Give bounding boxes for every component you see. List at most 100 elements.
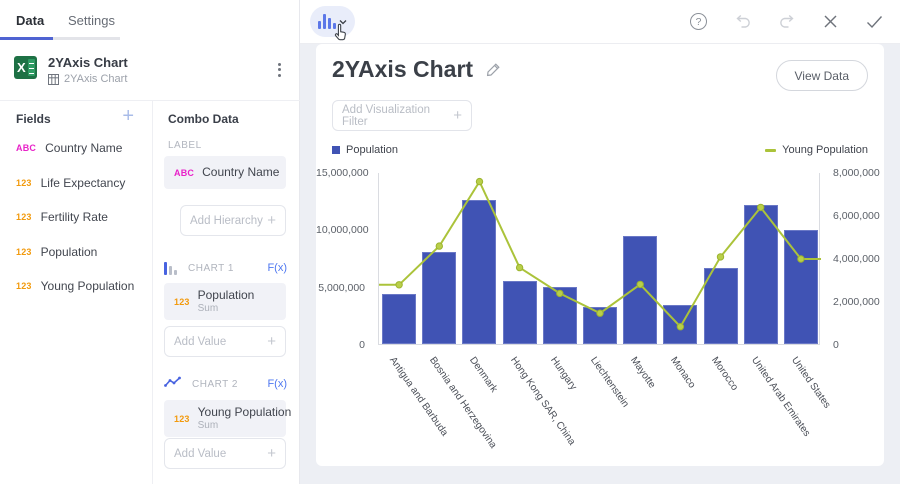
line-point[interactable] bbox=[435, 242, 443, 250]
category-label: Liechtenstein bbox=[587, 355, 631, 410]
tab-underline-track bbox=[0, 37, 120, 40]
line-point[interactable] bbox=[395, 281, 403, 289]
axis-tick-label: 8,000,000 bbox=[833, 167, 880, 179]
field-item[interactable]: 123 Young Population bbox=[16, 276, 134, 296]
chip-label: Young Population bbox=[197, 404, 292, 419]
edit-pencil-icon[interactable] bbox=[485, 61, 502, 78]
field-item[interactable]: ABC Country Name bbox=[16, 138, 122, 158]
category-label: Denmark bbox=[467, 355, 500, 395]
dataset-menu-kebab-icon[interactable] bbox=[272, 60, 286, 80]
bar-chart-type-icon bbox=[317, 14, 337, 29]
line-point[interactable] bbox=[757, 203, 765, 212]
right-y-axis: 0 2,000,000 4,000,000 6,000,000 8,000,000 bbox=[826, 167, 884, 351]
axis-tick-label: 6,000,000 bbox=[833, 210, 880, 222]
bar-united-arab-emirates[interactable] bbox=[743, 205, 778, 344]
chart1-fx-button[interactable]: F(x) bbox=[267, 262, 287, 274]
chart1-chip-population[interactable]: 123 Population Sum bbox=[164, 283, 286, 320]
add-hierarchy-box[interactable]: Add Hierarchy + bbox=[180, 205, 286, 236]
chip-aggregation: Sum bbox=[197, 302, 219, 314]
line-point[interactable] bbox=[556, 289, 564, 298]
bar-denmark[interactable] bbox=[462, 200, 497, 344]
chart1-title: CHART 1 bbox=[188, 262, 234, 274]
bar-chart-icon bbox=[164, 261, 177, 275]
abc-type-icon: ABC bbox=[16, 143, 37, 153]
dataset-table-row: 2YAxis Chart bbox=[48, 73, 127, 85]
bar-hong-kong-sar-china[interactable] bbox=[502, 280, 537, 344]
confirm-check-icon[interactable] bbox=[865, 12, 884, 31]
bar-antigua-and-barbuda[interactable] bbox=[382, 294, 417, 344]
divider bbox=[0, 100, 300, 101]
axis-tick-label: 0 bbox=[833, 339, 839, 351]
chart-title: 2YAxis Chart bbox=[332, 56, 474, 82]
line-point[interactable] bbox=[636, 280, 644, 289]
line-point[interactable] bbox=[475, 177, 484, 186]
main-area: ? 2YAxis Chart View Data bbox=[300, 0, 900, 484]
tab-data[interactable]: Data bbox=[16, 13, 45, 28]
bar-morocco[interactable] bbox=[703, 268, 738, 344]
redo-icon[interactable] bbox=[777, 12, 796, 31]
chart2-add-value-box[interactable]: Add Value + bbox=[164, 438, 286, 469]
chip-aggregation: Sum bbox=[197, 419, 219, 431]
chart2-title: CHART 2 bbox=[192, 378, 238, 390]
axis-tick-label: 0 bbox=[359, 339, 365, 351]
add-field-button[interactable]: + bbox=[122, 105, 134, 127]
axis-tick-label: 2,000,000 bbox=[833, 296, 880, 308]
bar-united-states[interactable] bbox=[783, 230, 818, 344]
category-label: Hungary bbox=[547, 355, 579, 393]
chart2-fx-button[interactable]: F(x) bbox=[267, 378, 287, 390]
line-point[interactable] bbox=[676, 323, 685, 331]
bar-mayotte[interactable] bbox=[623, 236, 658, 344]
plus-icon: + bbox=[267, 212, 276, 229]
field-item[interactable]: 123 Life Expectancy bbox=[16, 173, 125, 193]
chart-toolbar: ? bbox=[300, 0, 900, 44]
left-y-axis: 0 5,000,000 10,000,000 15,000,000 bbox=[316, 167, 372, 351]
legend-population[interactable]: Population bbox=[332, 144, 398, 156]
fields-header: Fields bbox=[16, 112, 51, 126]
excel-file-icon: X bbox=[14, 56, 37, 79]
category-label: United States bbox=[788, 355, 833, 411]
dataset-table-name: 2YAxis Chart bbox=[64, 73, 128, 85]
axis-tick-label: 10,000,000 bbox=[316, 224, 369, 237]
chart1-section-header: CHART 1 F(x) bbox=[164, 260, 287, 276]
line-point[interactable] bbox=[596, 309, 604, 317]
undo-icon[interactable] bbox=[733, 12, 752, 31]
field-item[interactable]: 123 Population bbox=[16, 242, 97, 262]
category-label: Morocco bbox=[708, 355, 740, 393]
bar-bosnia-and-herzegovina[interactable] bbox=[422, 252, 457, 344]
chip-label: Population bbox=[197, 287, 255, 302]
plot-area bbox=[378, 173, 821, 345]
line-series-path bbox=[379, 179, 821, 329]
category-label: Mayotte bbox=[628, 355, 658, 391]
plus-icon: + bbox=[453, 107, 462, 124]
line-point[interactable] bbox=[797, 255, 805, 263]
tab-settings[interactable]: Settings bbox=[68, 13, 115, 28]
view-data-button[interactable]: View Data bbox=[775, 60, 868, 91]
table-icon bbox=[48, 73, 59, 85]
add-visualization-filter-box[interactable]: Add Visualization Filter + bbox=[332, 100, 472, 131]
left-panel: Data Settings X 2YAxis Chart 2YAxis Char… bbox=[0, 0, 300, 484]
legend-label: Young Population bbox=[782, 144, 868, 156]
toolbar-actions: ? bbox=[689, 12, 884, 31]
x-axis-category-labels: Antigua and Barbuda Bosnia and Herzegovin… bbox=[378, 350, 832, 460]
close-icon[interactable] bbox=[821, 12, 840, 31]
line-point[interactable] bbox=[716, 253, 725, 261]
add-hierarchy-placeholder: Add Hierarchy bbox=[190, 214, 263, 227]
label-chip-country-name[interactable]: ABC Country Name bbox=[164, 156, 286, 189]
chart-type-selector-button[interactable] bbox=[310, 6, 355, 37]
number-type-icon: 123 bbox=[16, 178, 32, 188]
fields-panel: Fields + ABC Country Name 123 Life Expectan… bbox=[0, 100, 152, 484]
chart2-chip-young-population[interactable]: 123 Young Population Sum bbox=[164, 400, 291, 437]
chart-card: 2YAxis Chart View Data Add Visualization… bbox=[316, 44, 884, 466]
add-value-placeholder: Add Value bbox=[174, 335, 227, 348]
axis-tick-label: 5,000,000 bbox=[318, 281, 365, 294]
legend-young-population[interactable]: Young Population bbox=[765, 144, 868, 156]
bar-liechtenstein[interactable] bbox=[583, 306, 617, 344]
help-icon[interactable]: ? bbox=[689, 12, 708, 31]
field-label: Life Expectancy bbox=[40, 176, 126, 190]
legend-label: Population bbox=[346, 144, 398, 156]
chart1-add-value-box[interactable]: Add Value + bbox=[164, 326, 286, 357]
combo-data-panel: Combo Data LABEL ABC Country Name Add Hi… bbox=[152, 100, 299, 484]
line-point[interactable] bbox=[515, 263, 524, 272]
field-item[interactable]: 123 Fertility Rate bbox=[16, 207, 108, 227]
dataset-row[interactable]: X 2YAxis Chart 2YAxis Chart bbox=[0, 52, 300, 96]
